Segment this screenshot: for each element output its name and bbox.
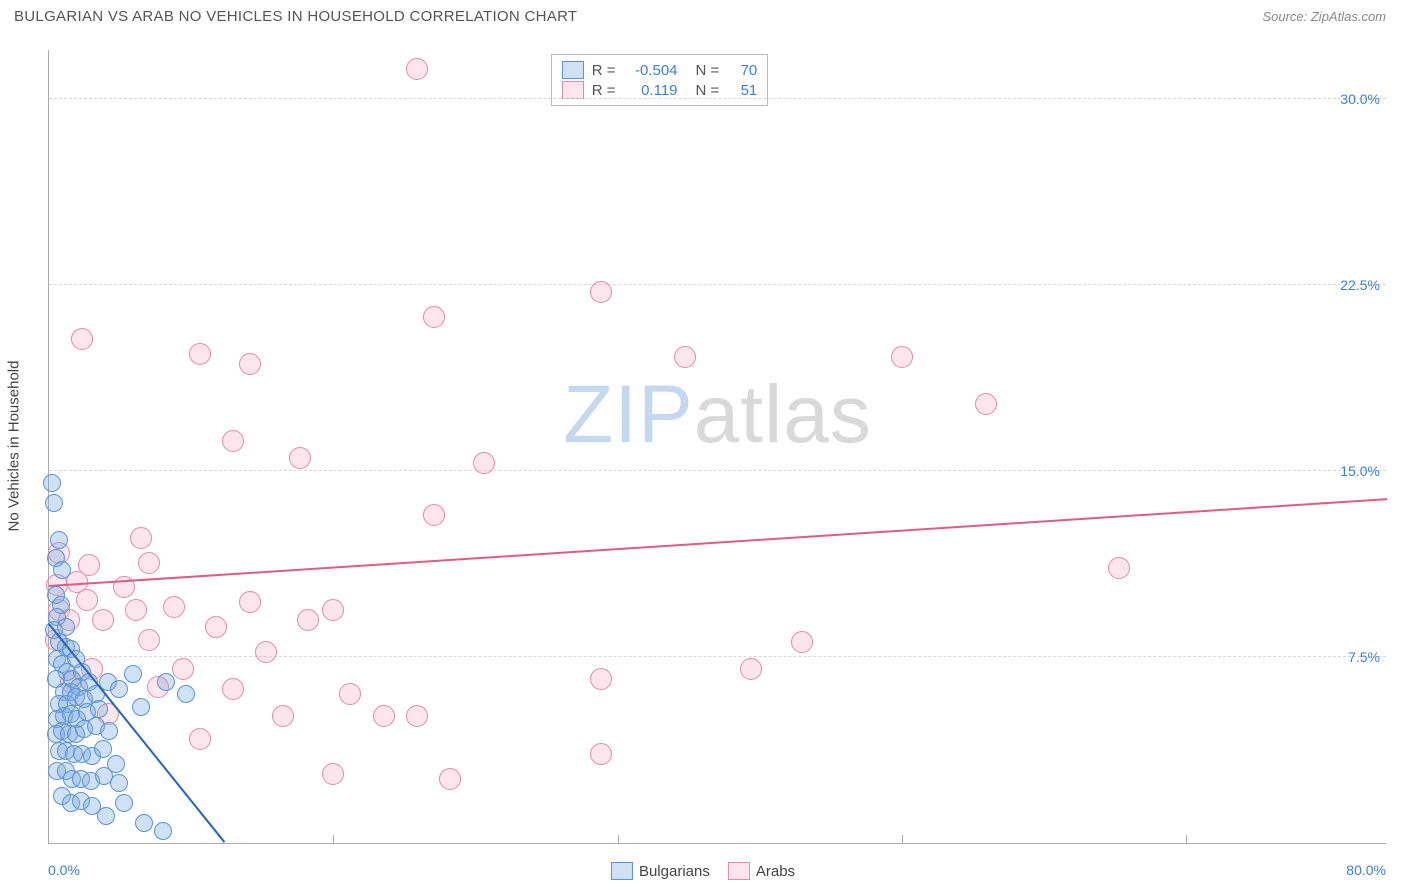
swatch-icon xyxy=(562,81,584,99)
n-value: 51 xyxy=(727,82,757,99)
data-point xyxy=(157,673,175,691)
y-tick-label: 7.5% xyxy=(1348,649,1380,665)
data-point xyxy=(975,393,997,415)
gridline-h xyxy=(49,656,1386,657)
legend-label-arabs: Arabs xyxy=(756,863,795,880)
data-point xyxy=(590,281,612,303)
data-point xyxy=(53,561,71,579)
data-point xyxy=(124,665,142,683)
data-point xyxy=(115,794,133,812)
y-tick-label: 22.5% xyxy=(1340,277,1380,293)
data-point xyxy=(406,58,428,80)
n-label: N = xyxy=(696,82,720,99)
y-axis-label: No Vehicles in Household xyxy=(6,361,23,532)
n-label: N = xyxy=(696,62,720,79)
data-point xyxy=(1108,557,1130,579)
data-point xyxy=(43,474,61,492)
y-tick-label: 30.0% xyxy=(1340,91,1380,107)
data-point xyxy=(45,494,63,512)
data-point xyxy=(172,658,194,680)
gridline-v xyxy=(1186,835,1187,843)
legend-item-arabs: Arabs xyxy=(728,862,795,880)
gridline-h xyxy=(49,284,1386,285)
watermark-atlas: atlas xyxy=(694,369,872,460)
data-point xyxy=(473,452,495,474)
data-point xyxy=(130,527,152,549)
r-label: R = xyxy=(592,82,616,99)
data-point xyxy=(135,814,153,832)
data-point xyxy=(740,658,762,680)
data-point xyxy=(322,763,344,785)
data-point xyxy=(92,609,114,631)
data-point xyxy=(439,768,461,790)
data-point xyxy=(125,599,147,621)
legend-series: Bulgarians Arabs xyxy=(611,862,795,880)
trend-line xyxy=(49,499,1387,588)
y-tick-label: 15.0% xyxy=(1340,463,1380,479)
data-point xyxy=(94,740,112,758)
swatch-icon xyxy=(562,61,584,79)
data-point xyxy=(110,774,128,792)
data-point xyxy=(289,447,311,469)
data-point xyxy=(97,807,115,825)
swatch-arabs xyxy=(728,862,750,880)
data-point xyxy=(590,668,612,690)
data-point xyxy=(423,504,445,526)
legend-label-bulgarians: Bulgarians xyxy=(639,863,710,880)
data-point xyxy=(205,616,227,638)
data-point xyxy=(76,589,98,611)
x-tick-1: 80.0% xyxy=(1346,862,1386,878)
gridline-v xyxy=(902,835,903,843)
data-point xyxy=(50,531,68,549)
chart-canvas: ZIPatlas R = -0.504 N = 70 R = 0.119 N = 51 7.5… xyxy=(48,50,1386,844)
data-point xyxy=(891,346,913,368)
n-value: 70 xyxy=(727,62,757,79)
r-value: -0.504 xyxy=(624,62,678,79)
data-point xyxy=(71,328,93,350)
data-point xyxy=(189,343,211,365)
x-tick-0: 0.0% xyxy=(48,862,80,878)
data-point xyxy=(239,591,261,613)
data-point xyxy=(791,631,813,653)
data-point xyxy=(138,552,160,574)
data-point xyxy=(322,599,344,621)
data-point xyxy=(90,700,108,718)
legend-item-bulgarians: Bulgarians xyxy=(611,862,710,880)
data-point xyxy=(132,698,150,716)
data-point xyxy=(674,346,696,368)
data-point xyxy=(100,722,118,740)
data-point xyxy=(423,306,445,328)
data-point xyxy=(255,641,277,663)
data-point xyxy=(272,705,294,727)
gridline-h xyxy=(49,470,1386,471)
chart-title: BULGARIAN VS ARAB NO VEHICLES IN HOUSEHO… xyxy=(14,8,577,25)
watermark-zip: ZIP xyxy=(563,369,694,460)
gridline-v xyxy=(333,835,334,843)
gridline-v xyxy=(618,835,619,843)
data-point xyxy=(222,678,244,700)
data-point xyxy=(138,629,160,651)
data-point xyxy=(177,685,195,703)
source-label: Source: ZipAtlas.com xyxy=(1262,9,1386,24)
data-point xyxy=(590,743,612,765)
data-point xyxy=(110,680,128,698)
swatch-bulgarians xyxy=(611,862,633,880)
watermark: ZIPatlas xyxy=(563,368,872,462)
data-point xyxy=(339,683,361,705)
data-point xyxy=(163,596,185,618)
gridline-h xyxy=(49,98,1386,99)
data-point xyxy=(222,430,244,452)
legend-stats-row: R = 0.119 N = 51 xyxy=(562,81,758,99)
data-point xyxy=(406,705,428,727)
data-point xyxy=(373,705,395,727)
data-point xyxy=(297,609,319,631)
r-label: R = xyxy=(592,62,616,79)
data-point xyxy=(189,728,211,750)
data-point xyxy=(154,822,172,840)
legend-stats-row: R = -0.504 N = 70 xyxy=(562,61,758,79)
data-point xyxy=(239,353,261,375)
r-value: 0.119 xyxy=(624,82,678,99)
